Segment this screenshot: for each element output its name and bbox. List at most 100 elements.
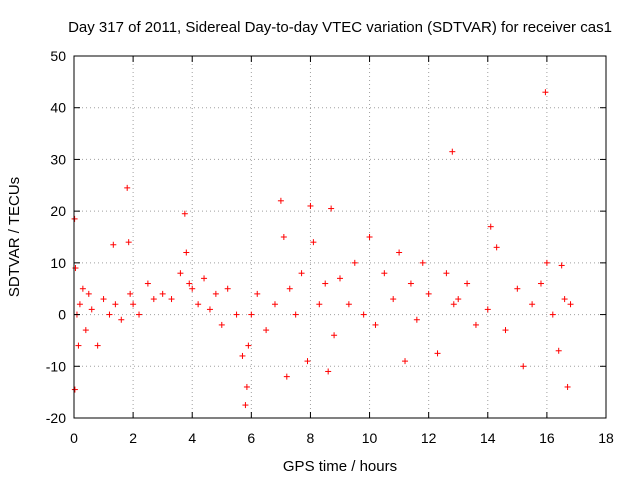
data-point	[242, 402, 249, 409]
data-point	[419, 259, 426, 266]
data-point	[484, 306, 491, 313]
y-axis-label: SDTVAR / TECUs	[6, 177, 23, 297]
data-point	[529, 301, 536, 308]
data-point	[450, 301, 457, 308]
data-point	[224, 285, 231, 292]
data-point	[181, 210, 188, 217]
x-tick-label: 12	[421, 430, 437, 446]
data-point	[325, 368, 332, 375]
data-point	[183, 249, 190, 256]
data-point	[558, 262, 565, 269]
y-tick-label: 0	[58, 307, 66, 323]
data-points	[71, 89, 574, 409]
y-tick-label: 10	[50, 255, 66, 271]
y-tick-label: 30	[50, 151, 66, 167]
data-point	[502, 327, 509, 334]
data-point	[136, 311, 143, 318]
data-point	[127, 290, 134, 297]
data-point	[449, 148, 456, 155]
data-point	[233, 311, 240, 318]
data-point	[413, 316, 420, 323]
data-point	[280, 234, 287, 240]
axis-ticks: 0 2 4 6 8 10 12 14 16 18 -20 -10 0 10 20 30 40 50	[46, 48, 614, 446]
data-point	[425, 290, 432, 297]
data-point	[212, 290, 219, 297]
data-point	[144, 280, 151, 287]
x-tick-label: 14	[480, 430, 496, 446]
data-point	[396, 249, 403, 256]
data-point	[72, 265, 79, 272]
x-tick-label: 6	[247, 430, 255, 446]
data-point	[112, 301, 119, 308]
data-point	[443, 270, 450, 277]
data-point	[218, 321, 225, 328]
data-point	[263, 327, 270, 334]
x-tick-label: 16	[539, 430, 555, 446]
data-point	[277, 197, 284, 204]
plot-frame	[73, 55, 607, 419]
data-point	[472, 321, 479, 328]
data-point	[71, 386, 78, 393]
data-point	[360, 311, 367, 318]
data-point	[372, 321, 379, 328]
data-point	[283, 373, 290, 380]
data-point	[79, 285, 86, 292]
data-point	[345, 301, 352, 308]
data-point	[239, 352, 246, 359]
data-point	[307, 202, 314, 209]
data-point	[206, 306, 213, 313]
data-point	[168, 296, 175, 303]
data-point	[455, 296, 462, 303]
x-tick-label: 8	[307, 430, 315, 446]
data-point	[159, 290, 166, 297]
x-tick-label: 0	[70, 430, 78, 446]
data-point	[82, 327, 89, 334]
data-point	[186, 280, 193, 287]
data-point	[94, 342, 101, 349]
data-point	[328, 205, 335, 212]
data-point	[75, 342, 82, 349]
data-point	[537, 280, 544, 287]
x-axis-label: GPS time / hours	[283, 458, 397, 475]
data-point	[514, 285, 521, 292]
y-tick-label: 20	[50, 203, 66, 219]
data-point	[201, 275, 208, 282]
data-point	[106, 311, 113, 318]
data-point	[195, 301, 202, 308]
data-point	[549, 311, 556, 318]
data-point	[351, 259, 358, 266]
data-point	[542, 89, 549, 96]
data-point	[271, 301, 278, 308]
x-tick-label: 4	[188, 430, 196, 446]
x-tick-label: 10	[362, 430, 378, 446]
data-point	[124, 184, 131, 191]
data-point	[366, 234, 373, 240]
x-tick-label: 2	[129, 430, 137, 446]
data-point	[331, 332, 338, 339]
data-point	[248, 311, 255, 318]
data-point	[464, 280, 471, 287]
data-point	[71, 215, 78, 222]
data-point	[304, 358, 311, 365]
data-point	[254, 290, 261, 297]
y-tick-label: 40	[50, 100, 66, 116]
data-point	[337, 275, 343, 282]
data-point	[88, 306, 95, 313]
y-tick-label: -20	[46, 410, 66, 426]
data-point	[177, 270, 184, 277]
data-point	[520, 363, 527, 370]
data-point	[292, 311, 299, 318]
data-point	[286, 285, 293, 292]
data-point	[390, 296, 397, 303]
data-point	[487, 223, 494, 230]
data-point	[493, 244, 500, 251]
data-point	[316, 301, 323, 308]
x-tick-label: 18	[598, 430, 614, 446]
data-point	[555, 347, 562, 354]
data-point	[298, 270, 305, 277]
data-point	[543, 259, 550, 266]
data-point	[407, 280, 414, 287]
data-point	[567, 301, 574, 308]
data-point	[110, 241, 117, 248]
